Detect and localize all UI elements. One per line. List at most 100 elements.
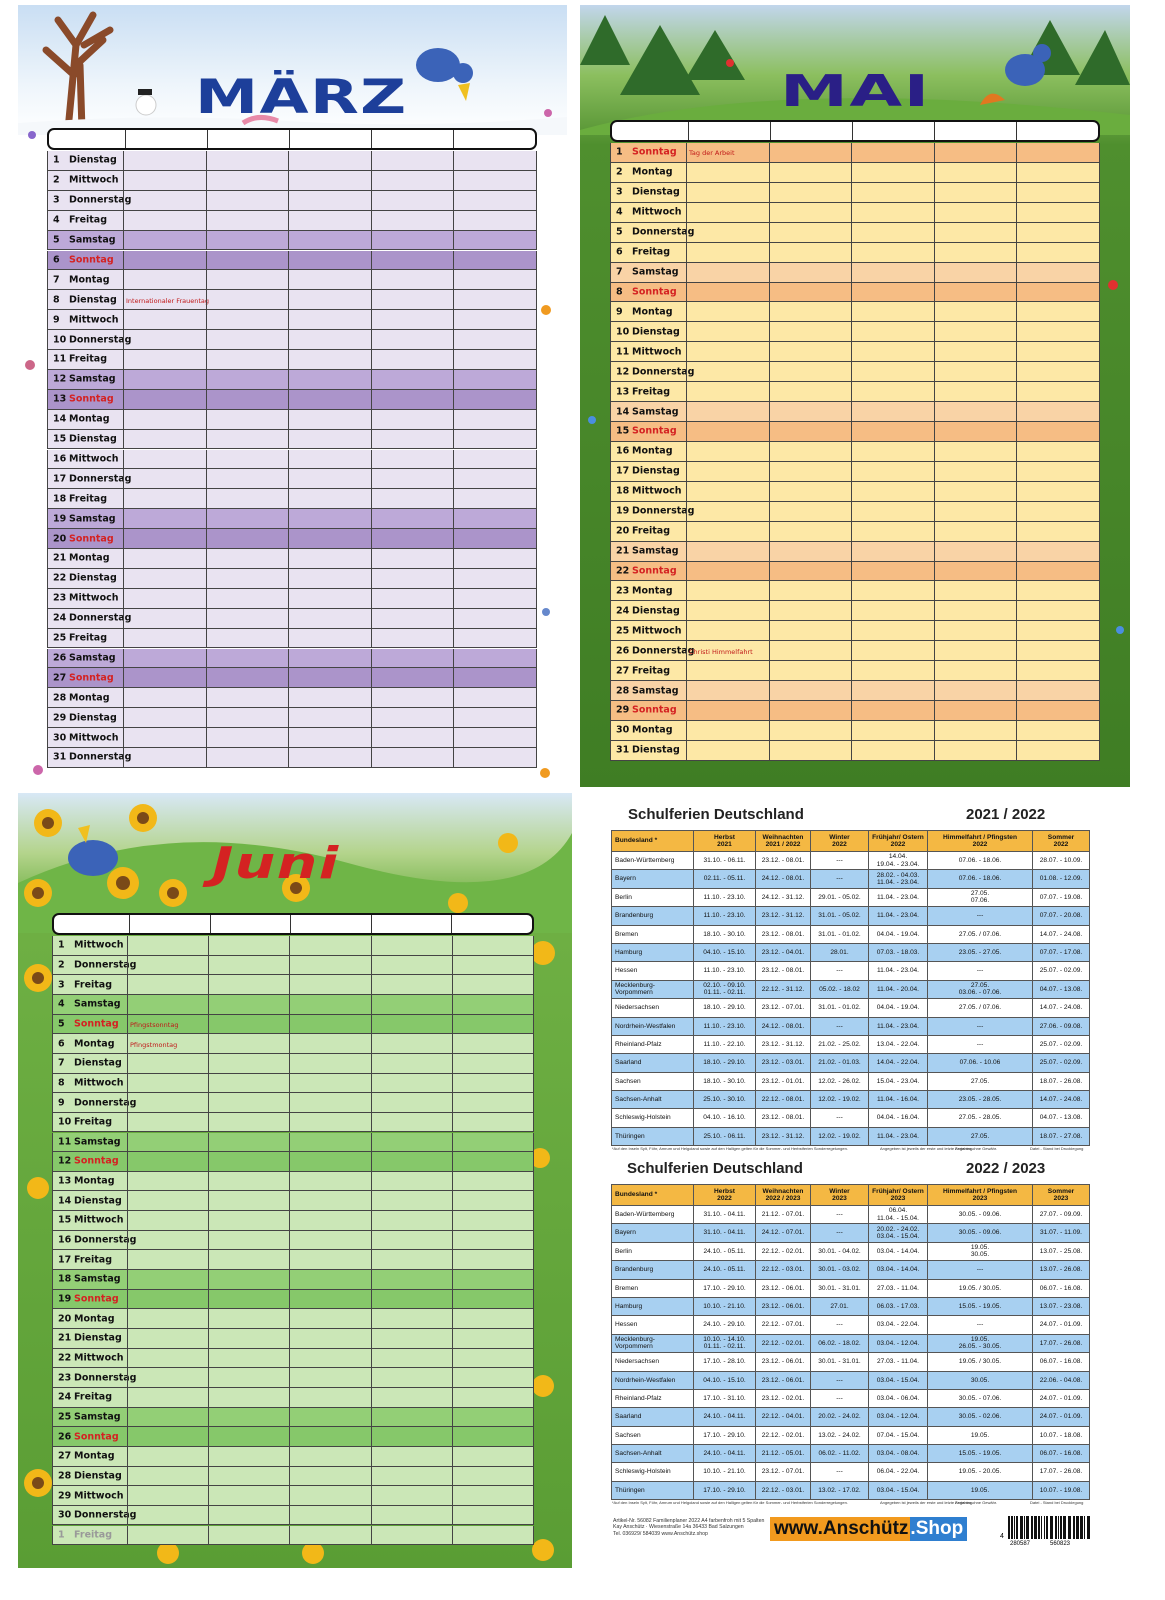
entry-cell	[289, 975, 370, 994]
entry-cell	[123, 389, 206, 409]
entry-cell	[208, 1407, 289, 1427]
cell: 24.10. - 04.11.	[693, 1407, 756, 1427]
cell: ---	[927, 1016, 1033, 1036]
weekday: Montag	[632, 166, 673, 178]
day-number: 14	[616, 406, 630, 418]
cell: 23.12. - 08.01.	[755, 850, 811, 871]
entry-cell	[208, 1014, 289, 1034]
cell: 24.12. - 07.01.	[755, 1223, 811, 1243]
cell: 11.10. - 22.10.	[693, 1034, 756, 1055]
cell: ---	[810, 1388, 869, 1409]
entry-cell	[768, 740, 852, 760]
weekday: Freitag	[632, 525, 671, 537]
footnote: *Auf den Inseln Sylt, Föhr, Amrum und He…	[612, 1500, 848, 1506]
cell: 02.10. - 09.10. 01.11. - 02.11.	[693, 979, 756, 1000]
cell: 03.04. - 12.04.	[868, 1333, 928, 1354]
day-number: 25	[616, 625, 630, 637]
day-number: 11	[58, 1136, 72, 1148]
cell: 04.10. - 15.10.	[693, 942, 756, 963]
cell: 27.01.	[810, 1296, 869, 1317]
weekday: Mittwoch	[632, 346, 682, 358]
day-number: 13	[53, 393, 67, 405]
cell: 30.01. - 04.02.	[810, 1241, 869, 1262]
cell: 23.12. - 04.01.	[755, 942, 811, 963]
cell: 23.12. - 31.12.	[755, 906, 811, 926]
entry-cell	[1016, 262, 1100, 282]
entry-cell	[370, 975, 452, 994]
barcode: 4 280587 560823	[1000, 1516, 1090, 1546]
entry-cell	[1016, 422, 1100, 441]
day-row: 7 Montag	[47, 270, 537, 291]
day-cell: 13 Freitag	[610, 382, 686, 402]
entry-cell	[933, 481, 1017, 501]
entry-cell	[851, 322, 934, 342]
day-cell: 1 Dienstag	[47, 151, 123, 170]
day-row: 27 Freitag	[610, 661, 1100, 682]
day-number: 1	[53, 154, 60, 166]
cell: 27.03. - 11.04.	[868, 1352, 928, 1372]
cell: 23.12. - 08.01.	[755, 961, 811, 981]
entry-cell	[123, 489, 206, 509]
entry-cell	[933, 322, 1017, 342]
entry-cell	[370, 230, 454, 250]
entry-cell	[453, 489, 537, 509]
entry-cell	[205, 688, 289, 708]
cell: 12.02. - 26.02.	[810, 1071, 869, 1092]
weekday: Montag	[69, 413, 110, 425]
day-number: 10	[58, 1116, 72, 1128]
day-cell: 9 Donnerstag	[52, 1093, 136, 1112]
state-row: Brandenburg 11.10. - 23.10. 23.12. - 31.12…	[611, 906, 1090, 926]
day-cell: 1 Freitag	[52, 1525, 127, 1545]
cell: 23.12. - 06.01.	[755, 1278, 811, 1298]
weekday: Sonntag	[69, 393, 114, 405]
cell: 24.10. - 29.10.	[693, 1315, 756, 1335]
cell: 11.04. - 23.04.	[868, 1126, 928, 1147]
june-illustration	[18, 804, 572, 1564]
cell: ---	[927, 1260, 1033, 1280]
day-cell: 16 Montag	[610, 441, 686, 461]
entry-cell	[768, 242, 852, 262]
entry-cell	[208, 1446, 289, 1466]
day-number: 9	[58, 1097, 65, 1108]
day-cell: 22 Sonntag	[610, 561, 686, 581]
day-row: 21 Samstag	[610, 541, 1100, 562]
state-row: Baden-Württemberg 31.10. - 06.11. 23.12. -…	[611, 850, 1090, 871]
entry-cell	[933, 681, 1017, 701]
day-cell: 17 Freitag	[52, 1250, 127, 1270]
entry-cell	[370, 1112, 452, 1132]
day-row: 18 Mittwoch	[610, 481, 1100, 502]
weekday: Montag	[74, 1450, 115, 1462]
entry-cell	[933, 422, 1017, 441]
cell: 15.05. - 19.05.	[927, 1296, 1033, 1317]
day-number: 7	[616, 266, 623, 278]
entry-cell	[205, 509, 289, 529]
weekday: Montag	[74, 1038, 115, 1050]
entry-cell	[453, 728, 537, 747]
entry-cell	[768, 541, 852, 561]
day-number: 21	[53, 552, 67, 564]
header-cell	[612, 122, 688, 140]
entry-cell	[127, 1093, 208, 1112]
cell: 04.07. - 13.08.	[1032, 979, 1090, 1000]
cell: 27.07. - 09.09.	[1032, 1204, 1090, 1225]
cell: Hessen	[611, 961, 694, 981]
weekday: Dienstag	[632, 186, 680, 198]
cell: 30.05. - 07.06.	[927, 1388, 1033, 1409]
day-row: 20 Freitag	[610, 521, 1100, 542]
entry-cell	[205, 210, 289, 230]
entry-cell	[205, 350, 289, 369]
day-number: 22	[58, 1352, 72, 1364]
entry-cell	[453, 170, 537, 190]
weekday: Montag	[632, 724, 673, 736]
weekday: Samstag	[69, 513, 116, 525]
day-row: 16 Mittwoch	[47, 449, 537, 470]
entry-cell	[453, 449, 537, 469]
day-cell: 13 Sonntag	[47, 389, 123, 409]
entry-cell	[289, 994, 370, 1014]
entry-cell	[289, 1211, 370, 1230]
barcode-bar	[1058, 1516, 1059, 1539]
entry-cell	[205, 230, 289, 250]
day-row: 30 Donnerstag	[52, 1505, 535, 1526]
imprint-line: Kay Anschütz · Wiesenstraße 14a 36433 Ba…	[613, 1524, 744, 1531]
entry-cell	[288, 350, 371, 369]
